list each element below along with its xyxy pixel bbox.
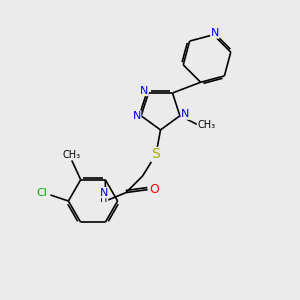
Text: CH₃: CH₃ (63, 150, 81, 160)
Text: CH₃: CH₃ (197, 120, 215, 130)
Text: Cl: Cl (36, 188, 47, 199)
Text: N: N (140, 85, 148, 96)
Text: S: S (152, 148, 160, 161)
Text: N: N (100, 188, 108, 198)
Text: N: N (181, 109, 190, 119)
Text: H: H (100, 194, 108, 204)
Text: N: N (132, 111, 141, 121)
Text: O: O (149, 183, 159, 196)
Text: N: N (211, 28, 219, 38)
